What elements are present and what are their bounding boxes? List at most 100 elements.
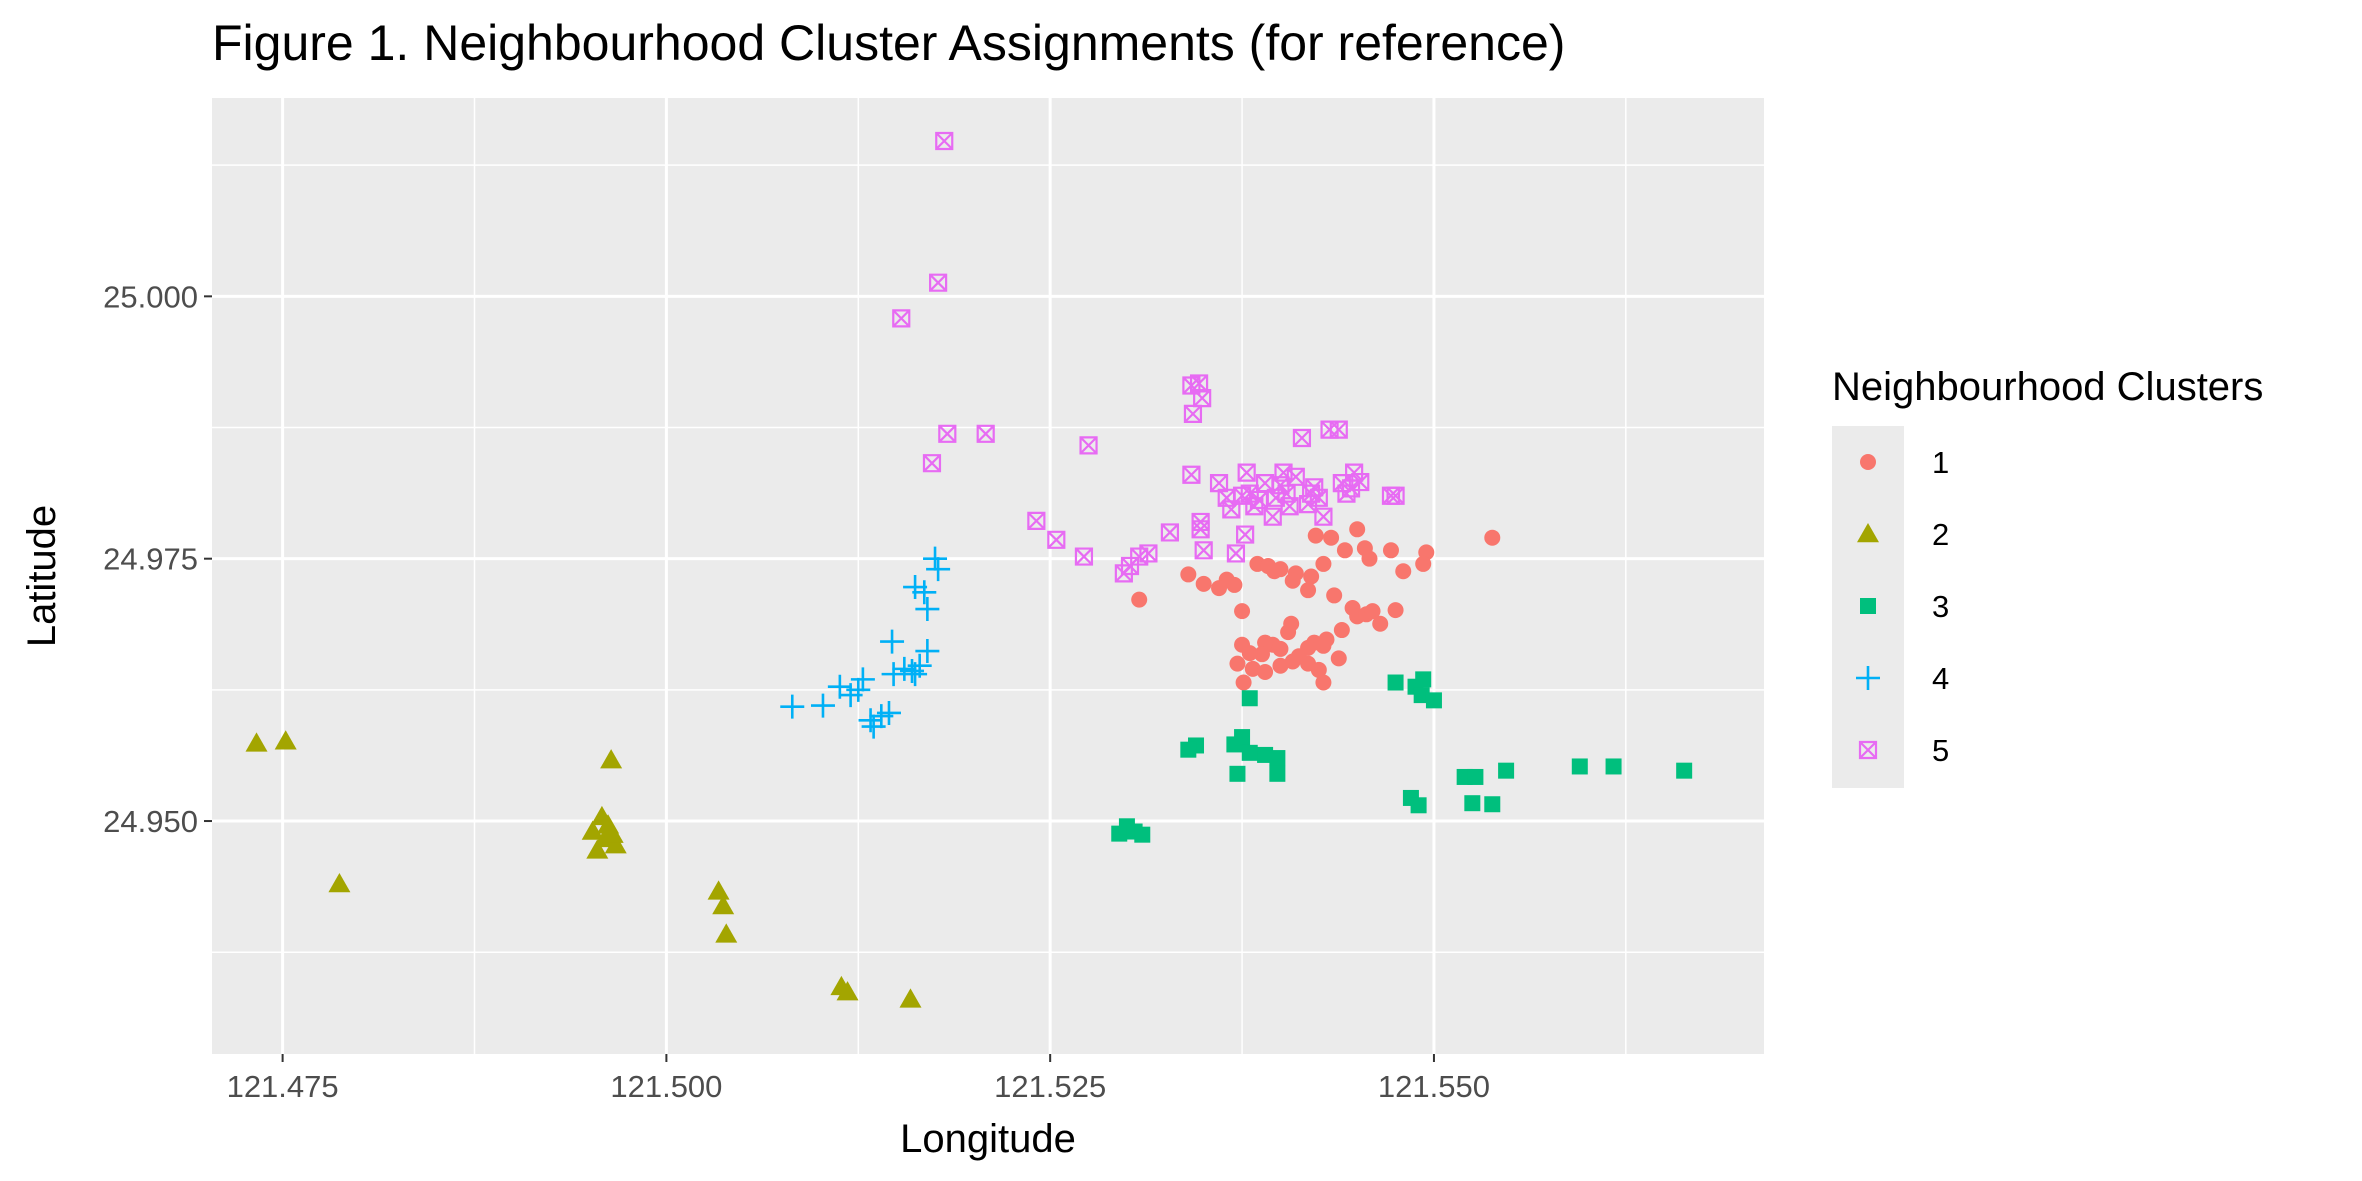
data-point bbox=[1292, 428, 1312, 448]
data-point bbox=[1229, 655, 1246, 672]
data-point bbox=[1386, 486, 1405, 505]
legend-item-5: 5 bbox=[1858, 733, 1949, 768]
x-tick-label: 121.500 bbox=[610, 1069, 722, 1104]
data-point bbox=[712, 895, 735, 915]
data-point bbox=[880, 629, 905, 654]
x-axis-title: Longitude bbox=[900, 1117, 1076, 1161]
data-point bbox=[935, 131, 954, 151]
data-point bbox=[604, 834, 627, 854]
data-point bbox=[600, 749, 623, 769]
data-point bbox=[1484, 796, 1501, 813]
data-point bbox=[601, 823, 624, 843]
y-axis-title: Latitude bbox=[20, 505, 64, 647]
data-point bbox=[1236, 525, 1255, 544]
data-point bbox=[846, 677, 871, 702]
legend-key bbox=[1857, 523, 1879, 543]
data-point bbox=[1263, 507, 1282, 526]
data-point bbox=[850, 667, 875, 692]
legend-title: Neighbourhood Clusters bbox=[1832, 365, 2263, 409]
data-point bbox=[1180, 566, 1197, 583]
data-point bbox=[1336, 542, 1353, 559]
data-point bbox=[836, 981, 859, 1001]
data-point bbox=[929, 273, 948, 292]
data-point bbox=[1284, 572, 1301, 589]
x-tick-label: 121.550 bbox=[1378, 1069, 1490, 1104]
legend-item-4: 4 bbox=[1856, 661, 1949, 696]
series-2 bbox=[245, 730, 922, 1008]
grid-lines bbox=[212, 98, 1764, 1054]
data-point bbox=[1237, 463, 1256, 482]
data-point bbox=[922, 454, 942, 473]
data-point bbox=[1074, 547, 1094, 566]
data-point bbox=[1234, 603, 1251, 620]
data-point bbox=[1498, 762, 1515, 779]
data-point bbox=[1269, 765, 1286, 782]
data-point bbox=[1134, 826, 1151, 843]
data-point bbox=[1027, 511, 1046, 531]
data-point bbox=[1257, 746, 1274, 763]
legend-item-1: 1 bbox=[1860, 445, 1949, 480]
data-point bbox=[1191, 520, 1210, 539]
legend-key bbox=[1860, 598, 1876, 614]
data-point bbox=[1415, 555, 1432, 572]
data-point bbox=[858, 708, 883, 733]
data-point bbox=[1266, 563, 1283, 580]
legend-items: 1 2 3 4 5 bbox=[1856, 445, 1949, 768]
data-point bbox=[1372, 615, 1389, 632]
data-point bbox=[1484, 529, 1501, 546]
data-point bbox=[1310, 661, 1327, 678]
data-point bbox=[1160, 523, 1180, 542]
x-tick-label: 121.475 bbox=[227, 1069, 339, 1104]
data-point bbox=[926, 557, 951, 582]
data-point bbox=[1676, 762, 1693, 779]
data-point bbox=[1284, 653, 1301, 670]
data-point bbox=[1254, 646, 1271, 663]
data-point bbox=[1226, 576, 1243, 593]
data-point bbox=[780, 694, 805, 719]
data-point bbox=[1257, 664, 1274, 681]
data-point bbox=[1079, 436, 1098, 455]
data-point bbox=[1189, 374, 1209, 393]
data-point bbox=[1315, 674, 1332, 691]
data-point bbox=[1410, 797, 1427, 814]
legend-item-2: 2 bbox=[1857, 517, 1949, 552]
legend: Neighbourhood Clusters 1 2 3 4 5 bbox=[1832, 365, 2263, 788]
data-point bbox=[1307, 527, 1324, 544]
data-point bbox=[1329, 420, 1348, 439]
data-point bbox=[1131, 591, 1148, 608]
data-point bbox=[1226, 544, 1246, 563]
data-point bbox=[586, 839, 609, 859]
data-point bbox=[1209, 474, 1229, 493]
data-point bbox=[328, 872, 351, 893]
data-point bbox=[1180, 741, 1197, 758]
data-point bbox=[1467, 768, 1484, 785]
data-point bbox=[1241, 690, 1258, 707]
data-point bbox=[1182, 465, 1201, 484]
legend-key bbox=[1856, 666, 1880, 690]
legend-label: 1 bbox=[1932, 445, 1949, 480]
data-point bbox=[1309, 488, 1328, 507]
data-point bbox=[1413, 687, 1430, 704]
chart-title: Figure 1. Neighbourhood Cluster Assignme… bbox=[212, 15, 1565, 71]
series-1 bbox=[1131, 521, 1501, 691]
data-point bbox=[938, 424, 957, 443]
x-tick-label: 121.525 bbox=[994, 1069, 1106, 1104]
data-point bbox=[907, 653, 932, 678]
data-point bbox=[1333, 622, 1350, 639]
data-point bbox=[1235, 674, 1252, 691]
data-point bbox=[1314, 507, 1333, 526]
data-point bbox=[1303, 568, 1320, 585]
data-point bbox=[976, 424, 995, 443]
data-point bbox=[581, 820, 604, 840]
data-point bbox=[1395, 563, 1412, 580]
legend-label: 5 bbox=[1932, 733, 1949, 768]
legend-key bbox=[1860, 454, 1876, 470]
data-point bbox=[1211, 580, 1228, 597]
data-point bbox=[1323, 529, 1340, 546]
data-point bbox=[1361, 550, 1378, 567]
data-point bbox=[1571, 758, 1588, 775]
data-point bbox=[1464, 795, 1481, 812]
plot-panel bbox=[212, 98, 1764, 1054]
data-point bbox=[707, 880, 730, 900]
